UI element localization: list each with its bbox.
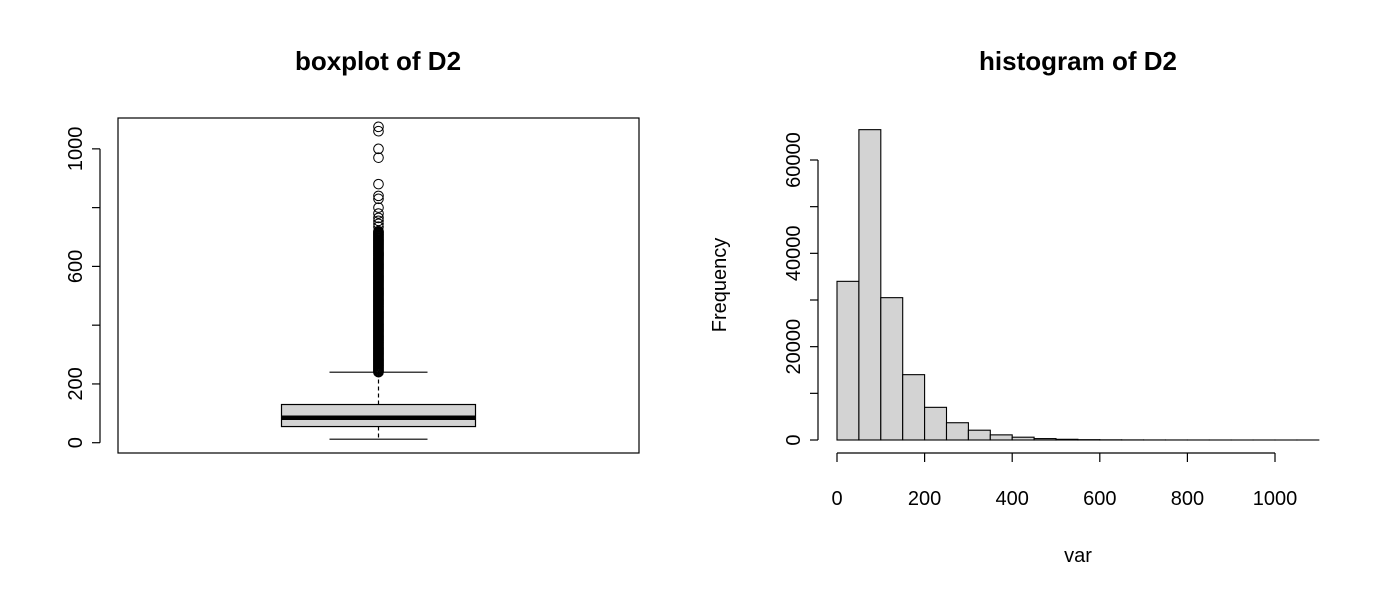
histogram-x-tick-label: 600 [1083, 488, 1116, 510]
histogram-bar [1055, 438, 1079, 441]
boxplot-outlier-point [373, 193, 384, 205]
histogram-x-tick-label: 200 [908, 488, 941, 510]
boxplot-outlier-point [373, 190, 384, 202]
boxplot-y-tick-label: 200 [65, 367, 87, 400]
histogram-y-tick-label: 20000 [783, 319, 805, 375]
histogram-x-label: var [1064, 545, 1092, 567]
boxplot-y-tick-label: 600 [65, 250, 87, 283]
boxplot-outliers [373, 121, 384, 378]
histogram-bar [902, 374, 926, 441]
histogram-title: histogram of D2 [979, 46, 1177, 76]
histogram-bar [836, 280, 860, 441]
histogram-bar [945, 422, 969, 441]
boxplot-outlier-point [373, 178, 384, 190]
histogram-y-label: Frequency [709, 238, 731, 333]
histogram-y-tick-label: 0 [783, 434, 805, 445]
boxplot-box-group [280, 371, 477, 440]
histogram-y-axis: 0 20000 40000 60000 [783, 132, 819, 446]
boxplot-plot-frame [117, 117, 640, 454]
histogram-x-axis: 0 200 400 600 800 1000 [831, 452, 1298, 510]
boxplot-outlier-point [373, 143, 384, 155]
boxplot-y-tick-label: 0 [65, 437, 87, 448]
histogram-x-tick-label: 400 [996, 488, 1029, 510]
boxplot-outlier-point [373, 218, 384, 230]
histogram-x-tick-label: 0 [831, 488, 842, 510]
histogram-bar [880, 297, 904, 441]
histogram-x-tick-label: 800 [1171, 488, 1204, 510]
boxplot-panel: boxplot of D2 0 200 600 1000 [65, 46, 640, 454]
histogram-bar [924, 406, 948, 441]
boxplot-title: boxplot of D2 [295, 46, 461, 76]
histogram-y-tick-label: 60000 [783, 132, 805, 188]
histogram-bar [989, 434, 1013, 441]
boxplot-outlier-point [373, 215, 384, 227]
histogram-bar [1033, 438, 1057, 441]
histogram-bar [858, 129, 882, 441]
boxplot-outlier-point [373, 121, 384, 133]
histogram-bar [967, 429, 991, 441]
histogram-y-tick-label: 40000 [783, 226, 805, 282]
boxplot-y-axis: 0 200 600 1000 [65, 127, 101, 448]
boxplot-outlier-point [373, 221, 384, 233]
boxplot-outlier-point [373, 125, 384, 137]
boxplot-outlier-point [373, 212, 384, 224]
boxplot-outlier-point [373, 152, 384, 163]
boxplot-outlier-point [373, 208, 384, 219]
histogram-bar [1011, 436, 1035, 441]
boxplot-outlier-point [373, 202, 384, 213]
histogram-panel: histogram of D2 0 20000 40000 60000 0 200 400… [709, 46, 1320, 567]
boxplot-outlier-point [373, 225, 384, 237]
histogram-x-tick-label: 1000 [1253, 488, 1298, 510]
histogram-bars [836, 129, 1320, 441]
boxplot-y-tick-label: 1000 [65, 127, 87, 172]
